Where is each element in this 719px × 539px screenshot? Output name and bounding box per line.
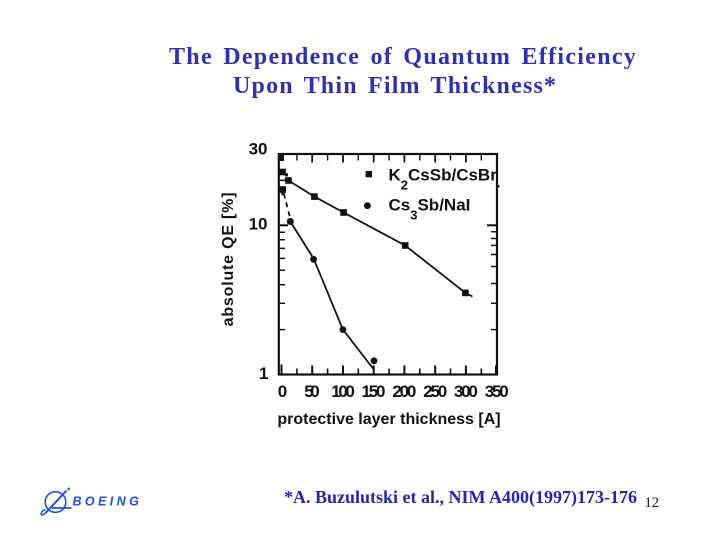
svg-text:30: 30 bbox=[249, 140, 268, 159]
svg-text:150: 150 bbox=[362, 382, 386, 401]
svg-text:BOEING: BOEING bbox=[73, 495, 143, 509]
svg-text:300: 300 bbox=[454, 382, 478, 401]
svg-text:Cs3Sb/NaI: Cs3Sb/NaI bbox=[389, 196, 471, 223]
svg-text:250: 250 bbox=[423, 382, 447, 401]
svg-text:200: 200 bbox=[392, 382, 416, 401]
svg-text:100: 100 bbox=[331, 382, 355, 401]
svg-text:absolute QE [%]: absolute QE [%] bbox=[220, 192, 237, 327]
svg-text:10: 10 bbox=[249, 215, 268, 234]
svg-text:0: 0 bbox=[278, 382, 287, 401]
svg-text:350: 350 bbox=[485, 382, 509, 401]
svg-text:protective layer thickness [A]: protective layer thickness [A] bbox=[277, 411, 500, 428]
svg-text:50: 50 bbox=[304, 382, 320, 401]
svg-text:K2CsSb/CsBr.: K2CsSb/CsBr. bbox=[389, 165, 501, 192]
svg-text:1: 1 bbox=[259, 364, 268, 383]
